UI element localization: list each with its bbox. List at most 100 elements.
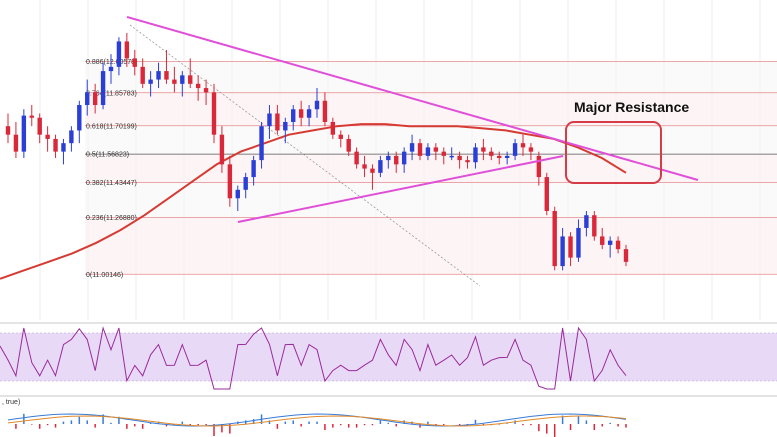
candle-body <box>188 75 193 84</box>
candle-body <box>441 151 446 156</box>
rsi-band <box>0 333 777 381</box>
candle-body <box>354 151 359 165</box>
candle-body <box>489 151 494 156</box>
candle-body <box>148 79 153 84</box>
candle-body <box>69 130 74 144</box>
candle-body <box>140 66 145 84</box>
candle-body <box>172 79 177 84</box>
fib-label: 0.236(11.26880) <box>86 215 137 222</box>
candle-body <box>433 147 439 152</box>
candle-body <box>100 71 106 106</box>
candle-body <box>219 134 225 165</box>
candle-body <box>378 160 383 173</box>
fib-label: 0(11.00146) <box>86 272 123 279</box>
candle-body <box>615 240 621 250</box>
candle-body <box>53 138 58 152</box>
rsi-line <box>0 326 627 390</box>
candle-body <box>481 147 486 152</box>
diagonal-dotted-line <box>129 24 481 287</box>
candle-body <box>473 147 478 163</box>
lower-trendline <box>237 155 564 223</box>
candle-body <box>544 177 549 211</box>
candle-body <box>283 121 288 131</box>
candle-body <box>409 143 415 152</box>
fib-zone <box>85 125 777 155</box>
candle-body <box>251 160 256 178</box>
candle-body <box>124 41 130 59</box>
candle-body <box>211 92 217 135</box>
candle-body <box>623 249 629 262</box>
candle-body <box>322 100 328 122</box>
candle-body <box>164 71 169 80</box>
candle-body <box>85 92 90 106</box>
candle-body <box>394 155 399 165</box>
candle-body <box>116 41 122 67</box>
candle-body <box>536 155 542 178</box>
candle-body <box>306 109 312 118</box>
candle-body <box>386 155 391 161</box>
candle-body <box>449 155 454 158</box>
candle-body <box>584 215 589 228</box>
candle-body <box>77 105 82 131</box>
candle-body <box>362 164 367 169</box>
candle-body <box>259 126 264 161</box>
fibonacci-levels: 0.886(12.00578) 0.764(11.85783) 0.618(11.7… <box>85 59 777 279</box>
candle-body <box>512 143 518 156</box>
macd-signal-line <box>7 415 627 427</box>
candle-body <box>401 151 407 165</box>
fib-label: 0.5(11.56823) <box>86 152 129 159</box>
candle-body <box>243 177 248 190</box>
candle-body <box>338 134 343 139</box>
candle-body <box>61 143 66 152</box>
candle-body <box>417 143 423 156</box>
candle-body <box>275 113 280 131</box>
candle-body <box>267 113 272 127</box>
candle-body <box>132 58 137 67</box>
candle-body <box>425 147 431 156</box>
candle-body <box>5 126 11 135</box>
candle-body <box>156 71 161 80</box>
fib-label: 0.618(11.70199) <box>86 123 137 130</box>
candle-body <box>528 147 534 152</box>
fib-zone <box>85 92 777 126</box>
macd-label: , true) <box>2 399 20 406</box>
candle-body <box>203 88 209 93</box>
major-resistance-box <box>565 121 662 184</box>
candle-body <box>195 83 201 89</box>
candle-body <box>13 134 19 152</box>
fib-label: 0.764(11.85783) <box>86 90 137 97</box>
candle-body <box>457 155 462 161</box>
candle-body <box>552 210 557 267</box>
candle-body <box>21 115 27 152</box>
candle-body <box>592 215 597 237</box>
candle-body <box>520 143 526 148</box>
major-resistance-label: Major Resistance <box>574 99 689 115</box>
candle-body <box>576 227 581 258</box>
upper-trendline <box>126 16 699 181</box>
macd-histogram <box>15 413 627 437</box>
candle-body <box>180 75 185 84</box>
candle-body <box>607 240 613 245</box>
fib-label: 0.382(11.43447) <box>86 180 137 187</box>
candle-body <box>497 155 502 158</box>
candle-body <box>314 100 320 110</box>
candle-body <box>291 109 296 122</box>
candle-body <box>465 160 470 163</box>
candle-body <box>45 134 50 139</box>
candle-body <box>108 66 114 72</box>
moving-average-line <box>0 123 627 280</box>
candle-body <box>29 115 34 118</box>
candle-body <box>227 164 233 199</box>
candle-body <box>370 168 375 173</box>
fib-zone <box>85 182 777 218</box>
fib-zone <box>85 217 777 275</box>
candlesticks <box>5 32 629 271</box>
candle-body <box>560 236 565 267</box>
candle-body <box>298 109 304 118</box>
candle-body <box>235 189 240 199</box>
candle-body <box>504 155 510 158</box>
candle-body <box>568 236 573 258</box>
candle-body <box>600 236 605 245</box>
candle-body <box>37 117 42 135</box>
